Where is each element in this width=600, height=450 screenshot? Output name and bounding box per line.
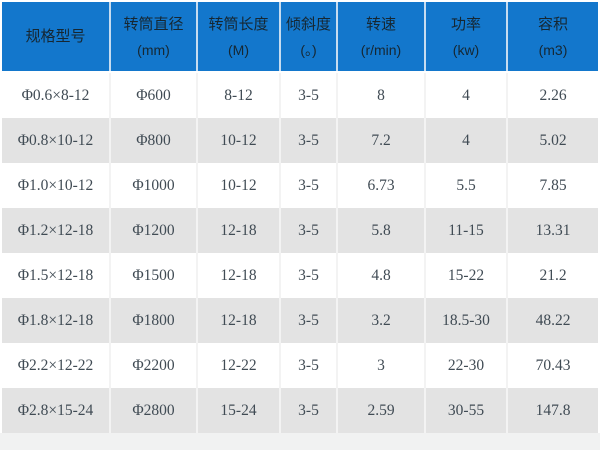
spec-table: 规格型号 转筒直径 (mm) 转筒长度 (M) 倾斜度 (。) 转速 (r/min) 功率 (kw)… (2, 2, 598, 433)
data-cell: 13.31 (507, 208, 598, 253)
data-cell: 5.8 (337, 208, 426, 253)
data-cell: 30-55 (425, 388, 508, 433)
data-cell: 3-5 (280, 118, 338, 163)
header-row: 规格型号 转筒直径 (mm) 转筒长度 (M) 倾斜度 (。) 转速 (r/min) 功率 (kw)… (2, 2, 598, 73)
header-cell: 转速 (r/min) (337, 2, 426, 73)
data-cell: Φ1.8×12-18 (2, 298, 111, 343)
data-cell: Φ2200 (110, 343, 198, 388)
data-cell: 70.43 (507, 343, 598, 388)
data-cell: 7.85 (507, 163, 598, 208)
data-cell: Φ1.5×12-18 (2, 253, 111, 298)
data-cell: 8 (337, 72, 426, 118)
data-cell: 3-5 (280, 298, 338, 343)
header-unit: (m3) (538, 41, 568, 58)
table-row: Φ1.5×12-18 Φ1500 12-18 3-5 4.8 15-22 21.2 (2, 253, 598, 298)
data-cell: Φ0.6×8-12 (2, 72, 111, 118)
data-cell: Φ800 (110, 118, 198, 163)
data-cell: 3-5 (280, 388, 338, 433)
data-cell: 15-24 (197, 388, 281, 433)
header-unit: (。) (300, 41, 317, 58)
data-cell: 18.5-30 (425, 298, 508, 343)
footer-strip (0, 433, 600, 450)
header-cell: 倾斜度 (。) (280, 2, 338, 73)
data-cell: 2.59 (337, 388, 426, 433)
data-cell: Φ1500 (110, 253, 198, 298)
data-cell: 3-5 (280, 343, 338, 388)
data-cell: 4.8 (337, 253, 426, 298)
data-cell: Φ1.0×10-12 (2, 163, 111, 208)
data-cell: 6.73 (337, 163, 426, 208)
data-cell: 3 (337, 343, 426, 388)
table-row: Φ0.6×8-12 Φ600 8-12 3-5 8 4 2.26 (2, 72, 598, 118)
table-row: Φ2.8×15-24 Φ2800 15-24 3-5 2.59 30-55 147.8 (2, 388, 598, 433)
data-cell: 10-12 (197, 118, 281, 163)
data-cell: Φ1800 (110, 298, 198, 343)
data-cell: Φ2.8×15-24 (2, 388, 111, 433)
header-unit: (M) (228, 41, 249, 58)
table-row: Φ1.2×12-18 Φ1200 12-18 3-5 5.8 11-15 13.31 (2, 208, 598, 253)
data-cell: 3-5 (280, 163, 338, 208)
data-cell: 4 (425, 118, 508, 163)
header-label: 功率 (450, 15, 481, 33)
data-cell: 8-12 (197, 72, 281, 118)
data-cell: Φ2.2×12-22 (2, 343, 111, 388)
data-cell: 11-15 (425, 208, 508, 253)
data-cell: Φ1200 (110, 208, 198, 253)
header-unit: (r/min) (360, 41, 402, 58)
data-cell: 7.2 (337, 118, 426, 163)
data-cell: Φ2800 (110, 388, 198, 433)
header-cell: 转筒直径 (mm) (110, 2, 198, 73)
header-unit: (kw) (452, 41, 480, 58)
table-row: Φ1.0×10-12 Φ1000 10-12 3-5 6.73 5.5 7.85 (2, 163, 598, 208)
header-label: 容积 (537, 15, 568, 33)
data-cell: Φ0.8×10-12 (2, 118, 111, 163)
header-cell: 容积 (m3) (507, 2, 598, 73)
header-cell: 规格型号 (2, 2, 111, 73)
data-cell: 21.2 (507, 253, 598, 298)
header-cell: 转筒长度 (M) (197, 2, 281, 73)
data-cell: 3-5 (280, 253, 338, 298)
data-cell: 3-5 (280, 72, 338, 118)
data-cell: 4 (425, 72, 508, 118)
data-cell: 48.22 (507, 298, 598, 343)
header-cell: 功率 (kw) (425, 2, 508, 73)
data-cell: 12-18 (197, 208, 281, 253)
data-cell: 22-30 (425, 343, 508, 388)
table-row: Φ2.2×12-22 Φ2200 12-22 3-5 3 22-30 70.43 (2, 343, 598, 388)
data-cell: 3-5 (280, 208, 338, 253)
header-label: 规格型号 (25, 28, 86, 45)
header-unit: (mm) (137, 41, 170, 58)
data-cell: Φ600 (110, 72, 198, 118)
header-label: 倾斜度 (285, 15, 331, 33)
header-label: 转筒长度 (208, 15, 269, 33)
data-cell: 5.5 (425, 163, 508, 208)
data-cell: 2.26 (507, 72, 598, 118)
header-label: 转筒直径 (123, 15, 184, 33)
data-cell: Φ1.2×12-18 (2, 208, 111, 253)
table-wrap: 规格型号 转筒直径 (mm) 转筒长度 (M) 倾斜度 (。) 转速 (r/min) 功率 (kw)… (2, 2, 598, 433)
data-cell: 3.2 (337, 298, 426, 343)
header-label: 转速 (365, 15, 396, 33)
data-cell: Φ1000 (110, 163, 198, 208)
data-cell: 10-12 (197, 163, 281, 208)
data-cell: 12-18 (197, 298, 281, 343)
data-cell: 12-18 (197, 253, 281, 298)
data-cell: 5.02 (507, 118, 598, 163)
data-cell: 12-22 (197, 343, 281, 388)
data-cell: 15-22 (425, 253, 508, 298)
table-row: Φ0.8×10-12 Φ800 10-12 3-5 7.2 4 5.02 (2, 118, 598, 163)
table-row: Φ1.8×12-18 Φ1800 12-18 3-5 3.2 18.5-30 48.22 (2, 298, 598, 343)
data-cell: 147.8 (507, 388, 598, 433)
